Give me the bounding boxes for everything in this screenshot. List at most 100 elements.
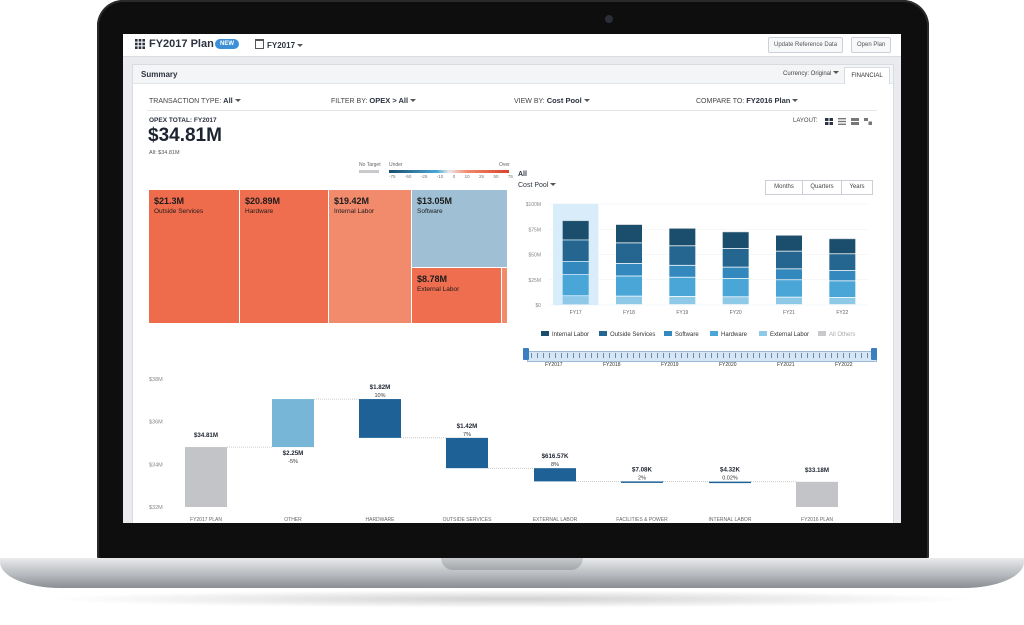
- slider-tick: [801, 353, 802, 358]
- slider-tick: [717, 353, 718, 358]
- toggle-years[interactable]: Years: [841, 180, 873, 195]
- layout-split-icon[interactable]: [851, 118, 859, 125]
- slider-tick: [561, 353, 562, 358]
- filter-label: VIEW BY:: [514, 98, 545, 105]
- legend-label: Internal Labor: [552, 332, 590, 338]
- slider-tick: [759, 353, 760, 358]
- legend-swatch: [818, 331, 826, 336]
- slider-handle-start[interactable]: [523, 348, 529, 360]
- slider-tick: [867, 353, 868, 358]
- y-tick-label: $36M: [149, 420, 163, 426]
- stacked-bar-chart: $0 $25M $50M $75M $100M FY17 FY18 FY19 FY20 FY21 F…: [526, 202, 869, 316]
- slider-tick: [747, 353, 748, 358]
- legend-item[interactable]: External Labor: [759, 331, 809, 338]
- tile-label: Software: [417, 208, 443, 215]
- bar-segment: [616, 243, 642, 263]
- legend-item[interactable]: Hardware: [710, 331, 747, 338]
- slider-tick: [765, 353, 766, 358]
- slider-tick: [843, 353, 844, 358]
- legend-item[interactable]: Software: [664, 331, 699, 338]
- slider-tick: [615, 353, 616, 358]
- toggle-months[interactable]: Months: [765, 180, 803, 195]
- timeline-year-label: FY2020: [719, 362, 737, 368]
- waterfall-value-label: $1.42M: [457, 423, 478, 430]
- filter-value: FY2016 Plan: [746, 96, 791, 105]
- y-tick-label: $50M: [528, 253, 541, 259]
- tile-value: $21.3M: [154, 196, 185, 206]
- bar-segment: [829, 254, 856, 271]
- slider-tick: [675, 353, 676, 358]
- treemap-tile-external-labor[interactable]: $8.78M External Labor: [412, 268, 501, 323]
- tile-value: $13.05M: [417, 196, 453, 206]
- variance-color-scale: No Target Under Over -75 -50 -25 -10 0 1…: [359, 162, 513, 182]
- legend-swatch: [710, 331, 718, 336]
- tile-label: External Labor: [417, 286, 460, 293]
- legend-swatch: [759, 331, 767, 336]
- legend-label: All Others: [829, 332, 856, 338]
- tab-financial[interactable]: FINANCIAL: [844, 67, 890, 84]
- waterfall-bar: [534, 468, 576, 482]
- legend-item[interactable]: All Others: [818, 331, 855, 338]
- timeline-year-label: FY2017: [545, 362, 563, 368]
- fiscal-year-select[interactable]: FY2017: [255, 39, 304, 50]
- slider-tick: [651, 353, 652, 358]
- treemap-tile-software[interactable]: $13.05M Software: [412, 190, 507, 267]
- layout-rows-icon[interactable]: [838, 118, 846, 125]
- waterfall-bar: [185, 447, 227, 507]
- plan-title: FY2017 Plan: [149, 38, 214, 50]
- bar-chart-title: All: [518, 171, 527, 178]
- layout-grid-icon[interactable]: [825, 118, 833, 125]
- slider-tick: [579, 353, 580, 358]
- layout-expand-icon[interactable]: [864, 118, 872, 125]
- transaction-type-filter[interactable]: TRANSACTION TYPE: All: [149, 96, 241, 105]
- toggle-quarters[interactable]: Quarters: [802, 180, 842, 195]
- open-plan-button[interactable]: Open Plan: [851, 37, 892, 53]
- bar-segment: [562, 261, 589, 275]
- apps-grid-icon[interactable]: [135, 39, 145, 49]
- bar-segment: [722, 231, 749, 249]
- waterfall-bar: [796, 481, 838, 507]
- bar-segment: [562, 220, 589, 222]
- slider-tick: [771, 353, 772, 358]
- currency-select[interactable]: Currency: Original: [783, 71, 840, 77]
- tile-label: Hardware: [245, 208, 274, 215]
- treemap-tile-other[interactable]: [502, 268, 507, 323]
- x-tick-label: FY19: [676, 310, 688, 316]
- bar-segment: [776, 251, 802, 269]
- timeline-year-label: FY2021: [777, 362, 795, 368]
- opex-total: $34.81M: [148, 125, 222, 146]
- bar-segment: [722, 248, 749, 267]
- tile-value: $19.42M: [334, 196, 370, 206]
- timeline-slider[interactable]: [523, 348, 879, 362]
- bar-segment: [669, 265, 696, 277]
- slider-tick: [687, 353, 688, 358]
- slider-handle-end[interactable]: [871, 348, 877, 360]
- slider-tick: [741, 353, 742, 358]
- slider-tick: [567, 353, 568, 358]
- legend-item[interactable]: Internal Labor: [541, 331, 589, 338]
- treemap-tile-hardware[interactable]: $20.89M Hardware: [240, 190, 328, 323]
- filter-value: Cost Pool: [546, 96, 582, 105]
- filter-label: FILTER BY:: [331, 98, 368, 105]
- cost-pool-select[interactable]: Cost Pool: [518, 182, 557, 189]
- compare-to-filter[interactable]: COMPARE TO: FY2016 Plan: [696, 96, 799, 105]
- slider-tick: [543, 353, 544, 358]
- update-reference-data-button[interactable]: Update Reference Data: [768, 37, 844, 53]
- slider-tick: [681, 353, 682, 358]
- legend-label: Software: [675, 332, 699, 338]
- scale-tick: -75: [389, 174, 396, 179]
- waterfall-value-label: $4.32K: [720, 467, 740, 474]
- slider-tick: [627, 353, 628, 358]
- filter-by-filter[interactable]: FILTER BY: OPEX > All: [331, 96, 417, 105]
- treemap-tile-internal-labor[interactable]: $19.42M Internal Labor: [329, 190, 411, 323]
- legend-item[interactable]: Outside Services: [599, 331, 655, 338]
- tile-value: $20.89M: [245, 196, 281, 206]
- view-by-filter[interactable]: VIEW BY: Cost Pool: [514, 96, 590, 105]
- layout-label: LAYOUT:: [793, 118, 818, 124]
- slider-tick: [723, 353, 724, 358]
- y-tick-label: $25M: [528, 278, 541, 284]
- treemap-tile-outside-services[interactable]: $21.3M Outside Services: [149, 190, 239, 323]
- scale-tick: -25: [420, 174, 428, 179]
- no-target-label: No Target: [359, 162, 381, 168]
